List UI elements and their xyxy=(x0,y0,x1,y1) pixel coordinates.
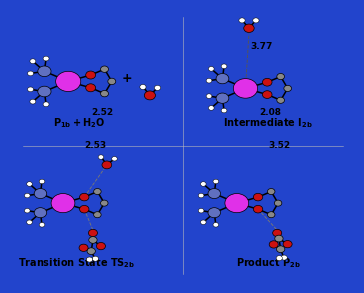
Circle shape xyxy=(144,91,155,100)
Circle shape xyxy=(244,24,254,33)
Circle shape xyxy=(112,156,117,161)
Circle shape xyxy=(96,243,106,250)
Text: 2.53: 2.53 xyxy=(84,141,106,150)
Circle shape xyxy=(216,74,229,84)
Circle shape xyxy=(79,244,88,251)
Circle shape xyxy=(24,208,30,213)
Circle shape xyxy=(86,84,96,92)
Circle shape xyxy=(100,91,108,97)
Circle shape xyxy=(274,200,282,206)
Circle shape xyxy=(201,220,206,224)
Circle shape xyxy=(24,193,30,198)
Circle shape xyxy=(277,246,285,253)
Circle shape xyxy=(208,106,214,110)
Circle shape xyxy=(262,91,272,98)
Circle shape xyxy=(28,71,33,76)
Text: Transition State $\mathbf{TS_{2b}}$: Transition State $\mathbf{TS_{2b}}$ xyxy=(18,256,135,270)
Circle shape xyxy=(140,84,146,90)
Text: 3.77: 3.77 xyxy=(251,42,273,51)
Circle shape xyxy=(86,71,96,79)
Circle shape xyxy=(43,56,49,61)
Circle shape xyxy=(281,255,287,260)
Circle shape xyxy=(253,18,259,23)
Circle shape xyxy=(94,212,101,218)
Circle shape xyxy=(34,208,47,218)
Circle shape xyxy=(88,229,98,236)
Circle shape xyxy=(233,79,258,98)
Circle shape xyxy=(221,64,227,69)
Circle shape xyxy=(38,86,51,97)
Circle shape xyxy=(27,182,32,186)
Circle shape xyxy=(262,78,272,86)
Circle shape xyxy=(283,241,292,248)
Circle shape xyxy=(39,179,45,184)
Circle shape xyxy=(253,205,263,213)
Circle shape xyxy=(276,255,282,261)
Circle shape xyxy=(98,155,104,159)
Circle shape xyxy=(268,212,275,218)
Circle shape xyxy=(80,193,89,201)
Text: 2.52: 2.52 xyxy=(91,108,113,117)
Circle shape xyxy=(27,220,32,224)
Circle shape xyxy=(221,108,227,113)
Circle shape xyxy=(273,229,282,236)
Text: 2.08: 2.08 xyxy=(260,108,281,117)
Circle shape xyxy=(253,193,263,201)
Circle shape xyxy=(208,208,221,218)
Circle shape xyxy=(277,97,285,103)
Circle shape xyxy=(198,208,204,213)
Circle shape xyxy=(216,93,229,103)
Circle shape xyxy=(154,85,161,90)
Circle shape xyxy=(206,78,212,83)
Circle shape xyxy=(208,188,221,199)
Circle shape xyxy=(92,256,99,261)
Circle shape xyxy=(86,257,92,262)
Circle shape xyxy=(213,179,219,184)
Text: 3.52: 3.52 xyxy=(268,141,290,150)
Circle shape xyxy=(208,67,214,71)
Text: Intermediate $\mathbf{I_{2b}}$: Intermediate $\mathbf{I_{2b}}$ xyxy=(223,117,313,130)
Circle shape xyxy=(51,194,75,213)
Circle shape xyxy=(277,74,285,80)
Circle shape xyxy=(108,78,116,85)
Circle shape xyxy=(30,99,36,104)
Circle shape xyxy=(89,236,97,243)
Circle shape xyxy=(102,161,112,169)
Circle shape xyxy=(275,235,283,242)
Circle shape xyxy=(56,71,81,91)
Circle shape xyxy=(269,241,278,248)
Circle shape xyxy=(30,59,36,64)
Circle shape xyxy=(225,194,249,213)
Circle shape xyxy=(38,66,51,77)
Text: Product $\mathbf{P_{2b}}$: Product $\mathbf{P_{2b}}$ xyxy=(236,256,301,270)
Circle shape xyxy=(201,182,206,186)
Circle shape xyxy=(100,66,108,72)
Circle shape xyxy=(268,188,275,195)
Circle shape xyxy=(43,102,49,107)
Circle shape xyxy=(87,248,95,255)
Circle shape xyxy=(213,222,219,227)
Circle shape xyxy=(284,85,292,91)
Circle shape xyxy=(39,222,45,227)
Text: $\mathbf{P_{1b} + H_2O}$: $\mathbf{P_{1b} + H_2O}$ xyxy=(52,117,105,130)
Circle shape xyxy=(206,94,212,98)
Circle shape xyxy=(28,87,33,92)
Circle shape xyxy=(80,205,89,213)
Circle shape xyxy=(34,188,47,199)
Circle shape xyxy=(239,18,245,23)
Circle shape xyxy=(198,193,204,198)
Circle shape xyxy=(94,188,101,195)
Text: +: + xyxy=(122,72,132,85)
Circle shape xyxy=(100,200,108,206)
